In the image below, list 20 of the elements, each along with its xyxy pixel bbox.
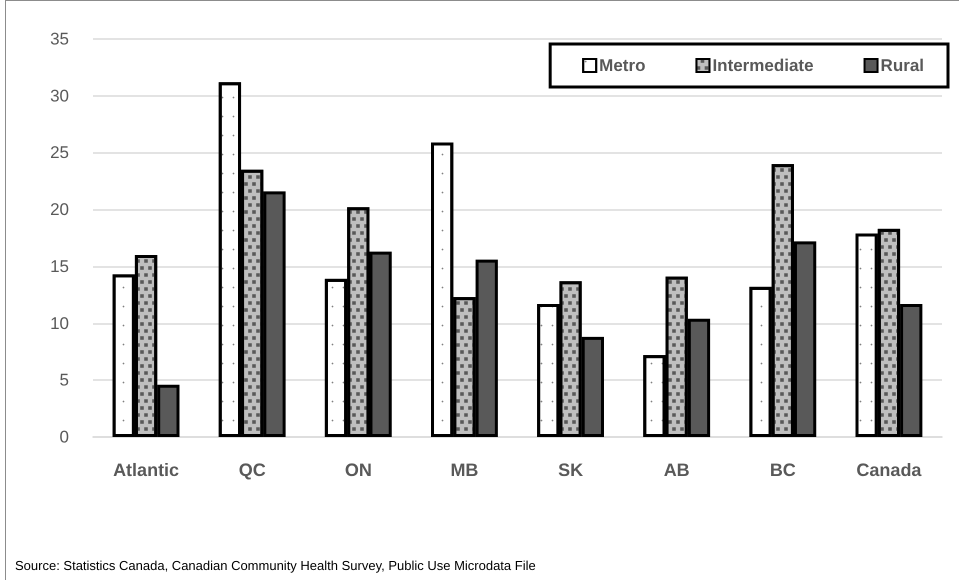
y-tick-label: 0 xyxy=(60,428,69,446)
y-tick-label: 15 xyxy=(50,256,69,276)
x-tick-label: QC xyxy=(238,460,266,480)
x-tick-label: Atlantic xyxy=(113,460,180,480)
legend-label: Rural xyxy=(880,56,924,75)
source-note: Source: Statistics Canada, Canadian Community Health Survey, Public Use Microdata File xyxy=(15,558,536,573)
y-tick-label: 35 xyxy=(50,30,69,48)
x-tick-label: ON xyxy=(344,460,372,480)
y-tick-label: 5 xyxy=(60,370,69,390)
x-tick-label: MB xyxy=(450,460,478,480)
legend-label: Metro xyxy=(599,56,646,75)
x-tick-label: Canada xyxy=(856,460,922,480)
x-tick-label: SK xyxy=(558,460,584,480)
x-tick-label: AB xyxy=(664,460,690,480)
y-tick-label: 25 xyxy=(50,143,69,162)
y-tick-label: 30 xyxy=(50,86,69,106)
y-tick-label: 20 xyxy=(50,200,69,220)
y-tick-label: 10 xyxy=(50,314,69,333)
x-tick-label: BC xyxy=(770,460,796,480)
legend-label: Intermediate xyxy=(712,56,814,75)
